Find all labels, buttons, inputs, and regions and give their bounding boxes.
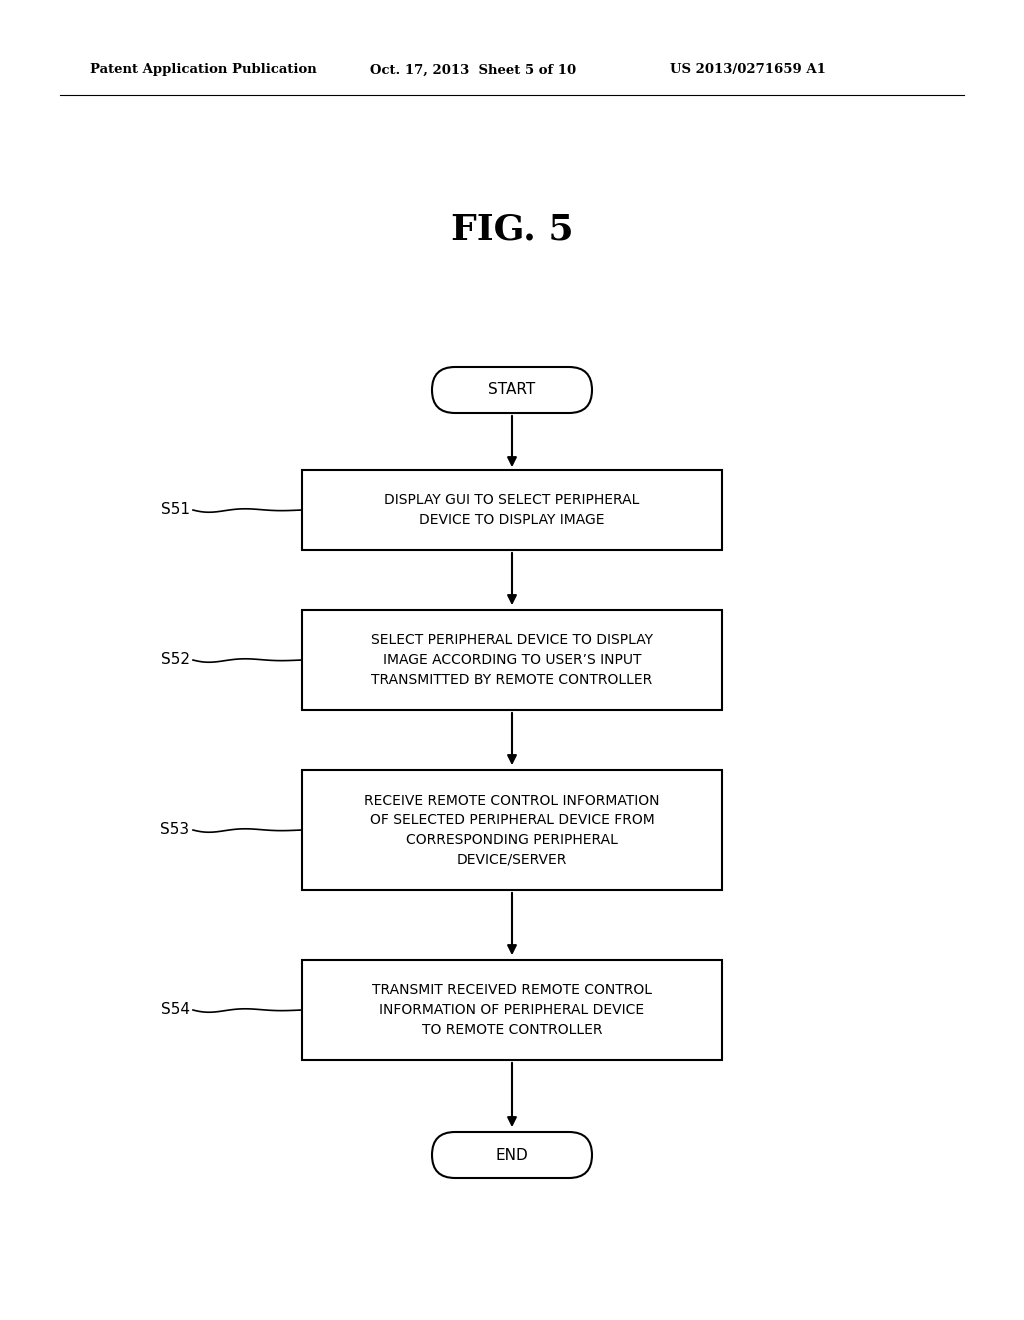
FancyBboxPatch shape <box>302 470 722 550</box>
Text: S52: S52 <box>161 652 189 668</box>
FancyBboxPatch shape <box>302 610 722 710</box>
Text: S53: S53 <box>161 822 189 837</box>
Text: START: START <box>488 383 536 397</box>
FancyBboxPatch shape <box>432 1133 592 1177</box>
Text: RECEIVE REMOTE CONTROL INFORMATION
OF SELECTED PERIPHERAL DEVICE FROM
CORRESPOND: RECEIVE REMOTE CONTROL INFORMATION OF SE… <box>365 793 659 866</box>
Text: US 2013/0271659 A1: US 2013/0271659 A1 <box>670 63 826 77</box>
Text: TRANSMIT RECEIVED REMOTE CONTROL
INFORMATION OF PERIPHERAL DEVICE
TO REMOTE CONT: TRANSMIT RECEIVED REMOTE CONTROL INFORMA… <box>372 983 652 1036</box>
FancyBboxPatch shape <box>432 367 592 413</box>
Text: FIG. 5: FIG. 5 <box>451 213 573 247</box>
Text: Patent Application Publication: Patent Application Publication <box>90 63 316 77</box>
Text: S51: S51 <box>161 503 189 517</box>
Text: END: END <box>496 1147 528 1163</box>
Text: DISPLAY GUI TO SELECT PERIPHERAL
DEVICE TO DISPLAY IMAGE: DISPLAY GUI TO SELECT PERIPHERAL DEVICE … <box>384 494 640 527</box>
Text: S54: S54 <box>161 1002 189 1018</box>
Text: Oct. 17, 2013  Sheet 5 of 10: Oct. 17, 2013 Sheet 5 of 10 <box>370 63 577 77</box>
FancyBboxPatch shape <box>302 770 722 890</box>
FancyBboxPatch shape <box>302 960 722 1060</box>
Text: SELECT PERIPHERAL DEVICE TO DISPLAY
IMAGE ACCORDING TO USER’S INPUT
TRANSMITTED : SELECT PERIPHERAL DEVICE TO DISPLAY IMAG… <box>371 634 653 686</box>
